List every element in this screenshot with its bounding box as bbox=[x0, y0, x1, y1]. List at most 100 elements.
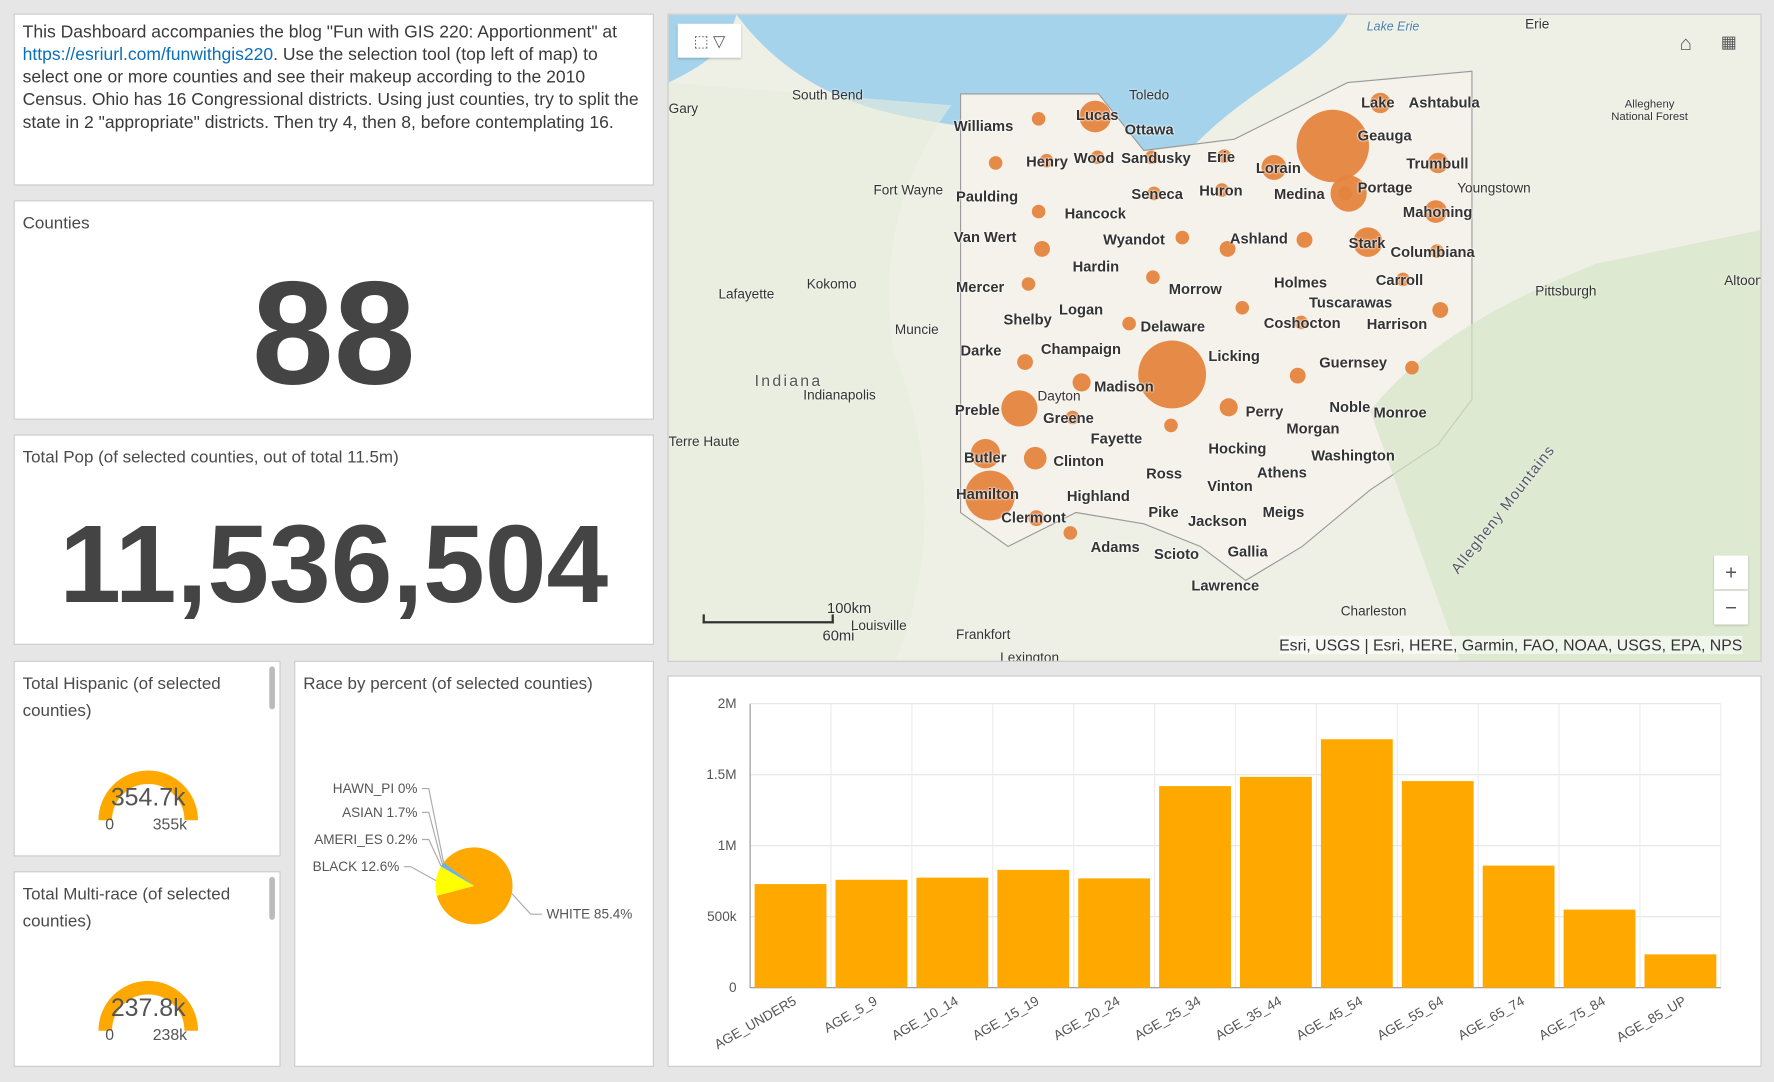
home-button[interactable]: ⌂ bbox=[1669, 26, 1703, 60]
pie-label: HAWN_PI 0% bbox=[333, 781, 418, 796]
county-label-champaign: Champaign bbox=[1040, 340, 1121, 358]
county-label-hardin: Hardin bbox=[1072, 257, 1120, 275]
basemap[interactable] bbox=[668, 14, 1762, 662]
home-icon: ⌂ bbox=[1679, 31, 1692, 55]
county-population-symbol[interactable] bbox=[1219, 398, 1238, 417]
county-population-symbol[interactable] bbox=[1039, 153, 1054, 168]
place-label: South Bend bbox=[791, 87, 863, 103]
county-population-symbol[interactable] bbox=[1370, 92, 1391, 114]
county-population-symbol[interactable] bbox=[1028, 510, 1045, 527]
county-label-erie: Erie bbox=[1207, 148, 1236, 166]
county-population-symbol[interactable] bbox=[1430, 244, 1444, 258]
bar-AGE_5_9 bbox=[835, 879, 908, 988]
selection-tool-button[interactable]: ⬚ ▽ bbox=[677, 23, 742, 58]
county-population-symbol[interactable] bbox=[1338, 186, 1353, 201]
county-population-symbol[interactable] bbox=[1427, 152, 1449, 174]
county-population-symbol[interactable] bbox=[1065, 410, 1080, 425]
county-label-mercer: Mercer bbox=[956, 278, 1005, 296]
zoom-out-button[interactable]: − bbox=[1714, 590, 1749, 625]
pie-slice bbox=[435, 866, 475, 896]
county-population-symbol[interactable] bbox=[1424, 200, 1448, 223]
county-population-symbol[interactable] bbox=[1217, 149, 1231, 163]
zoom-in-button[interactable]: + bbox=[1714, 555, 1749, 590]
county-population-symbol[interactable] bbox=[1023, 446, 1047, 470]
y-tick-label: 2M bbox=[718, 696, 737, 711]
place-label: Altoona bbox=[1724, 272, 1760, 289]
county-population-symbol[interactable] bbox=[1405, 360, 1419, 375]
county-population-symbol[interactable] bbox=[1090, 150, 1105, 165]
county-population-symbol[interactable] bbox=[1072, 373, 1091, 392]
place-label: Lafayette bbox=[718, 286, 775, 303]
county-population-symbol[interactable] bbox=[1296, 231, 1313, 248]
x-tick-label: AGE_35_44 bbox=[1213, 993, 1285, 1043]
county-label-morgan: Morgan bbox=[1286, 419, 1340, 437]
county-population-symbol[interactable] bbox=[965, 470, 1015, 521]
county-population-symbol[interactable] bbox=[1144, 150, 1159, 165]
county-label-adams: Adams bbox=[1090, 538, 1140, 556]
county-label-fayette: Fayette bbox=[1090, 429, 1143, 447]
county-population-symbol[interactable] bbox=[1031, 204, 1046, 219]
county-label-trumbull: Trumbull bbox=[1406, 155, 1469, 172]
county-population-symbol[interactable] bbox=[1294, 315, 1308, 330]
county-population-symbol[interactable] bbox=[1432, 302, 1449, 318]
multirace-max: 238k bbox=[152, 1025, 188, 1044]
x-tick-label: AGE_75_84 bbox=[1536, 993, 1608, 1043]
county-population-symbol[interactable] bbox=[1219, 240, 1236, 257]
county-label-athens: Athens bbox=[1256, 463, 1307, 481]
county-label-scioto: Scioto bbox=[1154, 545, 1199, 563]
x-tick-label: AGE_55_64 bbox=[1375, 993, 1447, 1043]
bar-AGE_55_64 bbox=[1401, 781, 1474, 988]
county-population-symbol[interactable] bbox=[970, 438, 1001, 469]
county-label-ashtabula: Ashtabula bbox=[1408, 93, 1480, 111]
multirace-min: 0 bbox=[105, 1025, 115, 1044]
place-label: Pittsburgh bbox=[1535, 282, 1597, 299]
pie-label: ASIAN 1.7% bbox=[342, 805, 417, 820]
basemap-gallery-button[interactable]: ▦ bbox=[1712, 26, 1746, 60]
county-population-symbol[interactable] bbox=[1289, 367, 1306, 384]
place-label: Louisville bbox=[850, 617, 907, 634]
county-population-symbol[interactable] bbox=[1138, 340, 1207, 409]
county-label-wyandot: Wyandot bbox=[1103, 230, 1165, 248]
pie-leader-line bbox=[403, 866, 437, 882]
county-population-symbol[interactable] bbox=[1017, 354, 1033, 370]
county-population-symbol[interactable] bbox=[1235, 300, 1250, 315]
county-population-symbol[interactable] bbox=[1034, 240, 1050, 257]
map-panel[interactable]: Williams Lucas Ottawa Henry Wood Sandusky Erie… bbox=[667, 13, 1762, 662]
county-label-morrow: Morrow bbox=[1168, 280, 1222, 298]
county-label-henry: Henry bbox=[1026, 152, 1068, 170]
county-label-sandusky: Sandusky bbox=[1121, 149, 1191, 167]
county-population-symbol[interactable] bbox=[1079, 100, 1112, 133]
x-tick-label: AGE_15_19 bbox=[970, 993, 1042, 1043]
county-population-symbol[interactable] bbox=[1261, 155, 1287, 180]
blog-link[interactable]: https://esriurl.com/funwithgis220 bbox=[22, 45, 274, 65]
place-label: Indiana bbox=[754, 371, 823, 390]
hispanic-gauge bbox=[98, 770, 198, 821]
county-population-symbol[interactable] bbox=[1353, 227, 1383, 257]
county-population-symbol[interactable] bbox=[1146, 270, 1160, 284]
county-population-symbol[interactable] bbox=[1122, 316, 1136, 331]
county-population-symbol[interactable] bbox=[1175, 230, 1190, 245]
county-label-williams: Williams bbox=[953, 117, 1014, 135]
county-population-symbol[interactable] bbox=[1063, 526, 1078, 540]
county-population-symbol[interactable] bbox=[988, 156, 1003, 170]
county-population-symbol[interactable] bbox=[1164, 418, 1178, 433]
pie-leader-line bbox=[422, 811, 443, 865]
scrollbar[interactable] bbox=[269, 876, 275, 920]
place-label: Erie bbox=[1525, 15, 1550, 32]
scrollbar[interactable] bbox=[269, 666, 275, 710]
county-population-symbol[interactable] bbox=[1021, 277, 1036, 291]
county-population-symbol[interactable] bbox=[1147, 186, 1161, 201]
place-label: Lake Erie bbox=[1366, 20, 1420, 34]
county-label-medina: Medina bbox=[1273, 185, 1325, 203]
county-population-symbol[interactable] bbox=[1296, 109, 1369, 183]
county-population-symbol[interactable] bbox=[1396, 272, 1410, 287]
bar-AGE_20_24 bbox=[1078, 878, 1151, 988]
county-label-darke: Darke bbox=[960, 341, 1002, 359]
county-population-symbol[interactable] bbox=[1031, 112, 1046, 126]
bar-AGE_10_14 bbox=[916, 877, 989, 988]
county-label-columbiana: Columbiana bbox=[1390, 243, 1475, 261]
county-population-symbol[interactable] bbox=[1215, 183, 1229, 197]
county-label-meigs: Meigs bbox=[1262, 503, 1305, 521]
county-population-symbol[interactable] bbox=[1001, 390, 1038, 427]
